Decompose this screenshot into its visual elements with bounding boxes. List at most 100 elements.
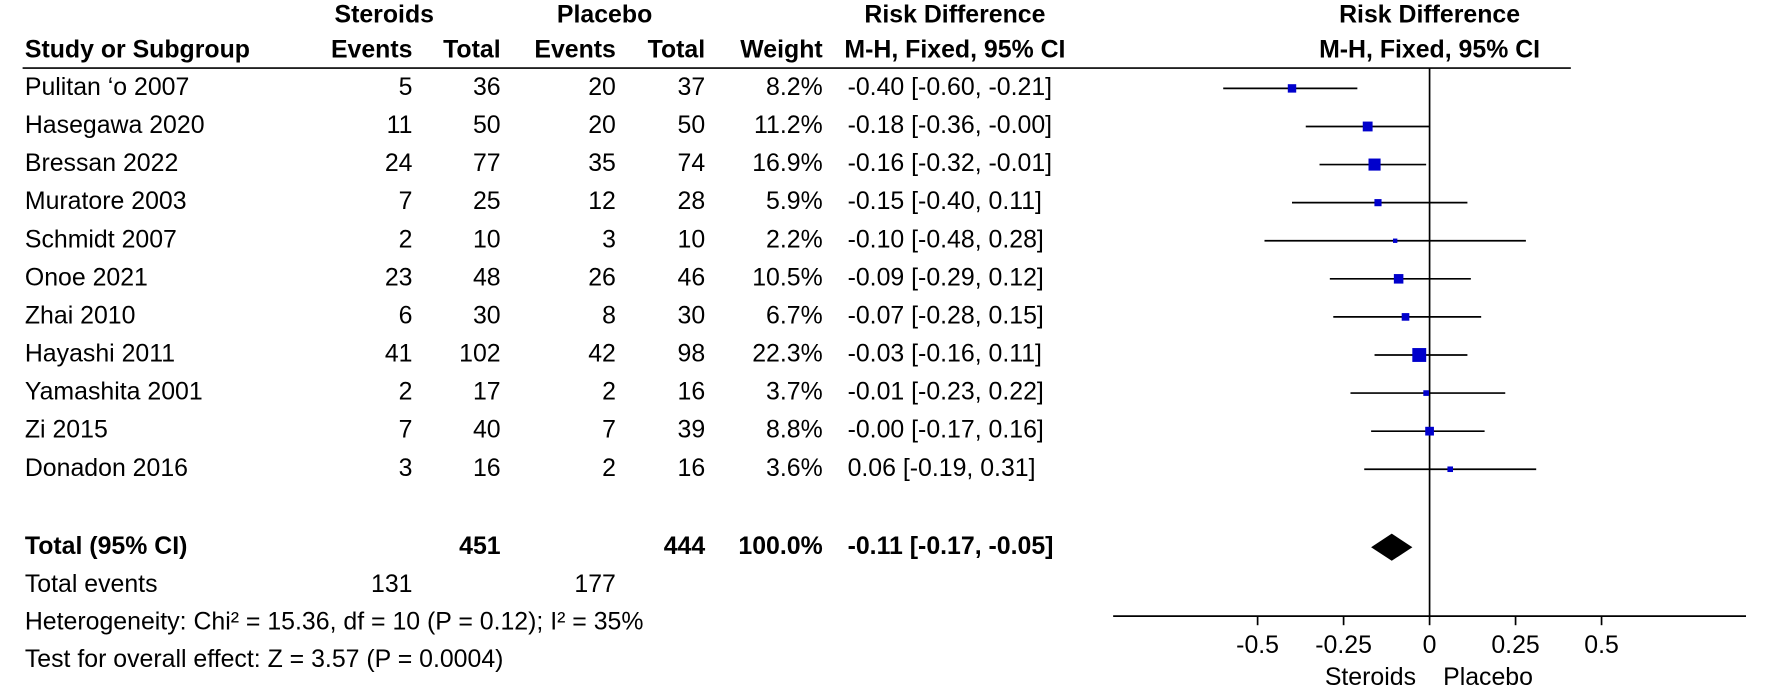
point-estimate bbox=[1401, 313, 1410, 321]
chart-title: Risk Difference bbox=[1339, 1, 1520, 29]
x-tick-label: -0.5 bbox=[1236, 631, 1279, 659]
table-cell: 2 bbox=[602, 454, 616, 482]
pooled-diamond bbox=[1371, 533, 1413, 561]
table-cell: -0.15 [-0.40, 0.11] bbox=[848, 187, 1042, 215]
group-header: Risk Difference bbox=[864, 1, 1045, 29]
table-cell: 23 bbox=[385, 263, 413, 291]
study-name: Donadon 2016 bbox=[25, 454, 188, 482]
group-header: Placebo bbox=[557, 1, 652, 29]
table-cell: -0.07 [-0.28, 0.15] bbox=[848, 301, 1044, 329]
x-tick-label: 0.5 bbox=[1584, 631, 1619, 659]
table-cell: 0.06 [-0.19, 0.31] bbox=[848, 454, 1036, 482]
table-cell: 2 bbox=[399, 378, 413, 406]
table-cell: 8.8% bbox=[766, 416, 823, 444]
total-cell: -0.11 [-0.17, -0.05] bbox=[848, 532, 1054, 560]
point-estimate bbox=[1447, 466, 1454, 473]
column-header: Study or Subgroup bbox=[25, 36, 250, 64]
table-cell: 20 bbox=[588, 111, 616, 139]
total-cell: 451 bbox=[459, 532, 501, 560]
table-cell: 46 bbox=[678, 263, 706, 291]
table-cell: 26 bbox=[588, 263, 616, 291]
table-cell: 35 bbox=[588, 149, 616, 177]
column-header: M-H, Fixed, 95% CI bbox=[844, 36, 1065, 64]
table-cell: 30 bbox=[473, 301, 501, 329]
table-cell: 28 bbox=[678, 187, 706, 215]
table-cell: 8 bbox=[602, 301, 616, 329]
table-cell: 2 bbox=[399, 225, 413, 253]
table-cell: 102 bbox=[459, 340, 500, 368]
table-cell: 22.3% bbox=[752, 340, 823, 368]
table-cell: 10.5% bbox=[752, 263, 823, 291]
point-estimate bbox=[1362, 121, 1373, 132]
total-events: 131 bbox=[371, 570, 412, 598]
x-side-label: Placebo bbox=[1443, 663, 1533, 691]
chart-subtitle: M-H, Fixed, 95% CI bbox=[1319, 36, 1540, 64]
table-cell: 41 bbox=[385, 340, 413, 368]
column-header: Total bbox=[443, 36, 501, 64]
table-cell: -0.03 [-0.16, 0.11] bbox=[848, 340, 1042, 368]
point-estimate bbox=[1412, 348, 1427, 362]
point-estimate bbox=[1374, 199, 1382, 207]
table-cell: 3 bbox=[602, 225, 616, 253]
heterogeneity: Heterogeneity: Chi² = 15.36, df = 10 (P … bbox=[25, 608, 644, 636]
x-tick-label: 0 bbox=[1423, 631, 1437, 659]
table-cell: 6 bbox=[399, 301, 413, 329]
table-cell: 30 bbox=[678, 301, 706, 329]
table-cell: 7 bbox=[602, 416, 616, 444]
table-cell: 37 bbox=[678, 73, 706, 101]
table-cell: -0.01 [-0.23, 0.22] bbox=[848, 378, 1044, 406]
table-cell: 7 bbox=[399, 416, 413, 444]
table-cell: 5.9% bbox=[766, 187, 823, 215]
table-cell: 74 bbox=[678, 149, 706, 177]
table-cell: 98 bbox=[678, 340, 706, 368]
table-cell: 12 bbox=[588, 187, 616, 215]
table-cell: 3 bbox=[399, 454, 413, 482]
table-cell: 2 bbox=[602, 378, 616, 406]
table-cell: 2.2% bbox=[766, 225, 823, 253]
table-cell: 48 bbox=[473, 263, 501, 291]
point-estimate bbox=[1393, 238, 1398, 243]
study-name: Onoe 2021 bbox=[25, 263, 148, 291]
table-cell: 11 bbox=[387, 111, 413, 139]
total-cell: 100.0% bbox=[738, 532, 822, 560]
table-cell: 24 bbox=[385, 149, 413, 177]
table-cell: -0.18 [-0.36, -0.00] bbox=[848, 111, 1053, 139]
table-cell: 5 bbox=[399, 73, 413, 101]
study-name: Hayashi 2011 bbox=[25, 340, 175, 368]
column-header: Events bbox=[331, 36, 413, 64]
total-events: Total events bbox=[25, 570, 158, 598]
column-header: Total bbox=[648, 36, 706, 64]
table-cell: 11.2% bbox=[754, 111, 823, 139]
table-cell: -0.09 [-0.29, 0.12] bbox=[848, 263, 1044, 291]
point-estimate bbox=[1423, 390, 1429, 396]
table-cell: 16 bbox=[473, 454, 501, 482]
group-header: Steroids bbox=[335, 1, 434, 29]
table-cell: 17 bbox=[473, 378, 501, 406]
study-name: Hasegawa 2020 bbox=[25, 111, 205, 139]
table-cell: 6.7% bbox=[766, 301, 823, 329]
column-header: Events bbox=[534, 36, 616, 64]
x-tick-label: 0.25 bbox=[1491, 631, 1539, 659]
column-header: Weight bbox=[740, 36, 822, 64]
table-cell: 50 bbox=[473, 111, 501, 139]
table-cell: -0.16 [-0.32, -0.01] bbox=[848, 149, 1053, 177]
total-cell: Total (95% CI) bbox=[25, 532, 188, 560]
point-estimate bbox=[1425, 426, 1434, 436]
study-name: Pulitan ‘o 2007 bbox=[25, 73, 189, 101]
table-cell: 8.2% bbox=[766, 73, 823, 101]
table-cell: -0.40 [-0.60, -0.21] bbox=[848, 73, 1053, 101]
point-estimate bbox=[1287, 84, 1297, 93]
x-side-label: Steroids bbox=[1325, 663, 1416, 691]
study-name: Zi 2015 bbox=[25, 416, 108, 444]
table-cell: 36 bbox=[473, 73, 501, 101]
study-name: Bressan 2022 bbox=[25, 149, 178, 177]
table-cell: 20 bbox=[588, 73, 616, 101]
study-name: Yamashita 2001 bbox=[25, 378, 203, 406]
table-cell: 16 bbox=[678, 378, 706, 406]
table-cell: 16.9% bbox=[752, 149, 823, 177]
study-name: Muratore 2003 bbox=[25, 187, 187, 215]
point-estimate bbox=[1393, 274, 1404, 284]
table-cell: 3.6% bbox=[766, 454, 823, 482]
point-estimate bbox=[1368, 158, 1381, 171]
